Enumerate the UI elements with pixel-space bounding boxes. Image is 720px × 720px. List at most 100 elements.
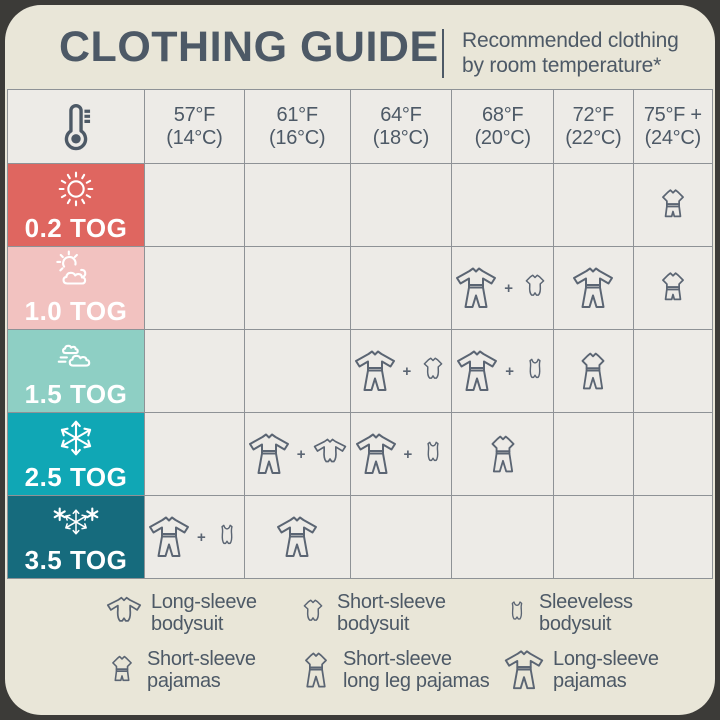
sleeveless-bodysuit-icon [518,354,552,388]
plus-sign: + [402,362,412,380]
clothing-cell: + [145,496,244,578]
temp-celsius: (18°C) [372,126,430,149]
short-sleeve-pajamas-icon [652,267,694,309]
clothing-cell [145,247,244,329]
legend-item-label: Short-sleeve pajamas [147,648,256,692]
clothing-cell [452,164,554,246]
clothing-cell [244,496,350,578]
legend-item-short-sleeve-pajamas: Short-sleeve pajamas [103,648,295,692]
long-sleeve-bodysuit-icon [103,592,145,634]
legend-label-line1: Long-sleeve [151,591,257,613]
legend-label-line1: Sleeveless [539,591,633,613]
sleeveless-bodysuit-icon [416,437,450,471]
long-sleeve-pajamas-icon [352,430,400,478]
legend-label-line1: Short-sleeve [337,591,446,613]
clothing-cell [244,247,350,329]
clothing-cell: + [452,247,554,329]
clothing-cell: + [244,413,350,495]
clothing-cell [554,496,633,578]
long-sleeve-bodysuit-icon [310,434,350,474]
temperature-corner-cell [8,90,144,163]
temp-celsius: (14°C) [166,126,223,149]
sleeveless-bodysuit-icon [501,597,533,629]
clothing-cell [633,496,712,578]
short-sleeve-long-leg-pajamas-icon [571,349,615,393]
tog-row-header-2.5: 2.5 TOG [8,413,144,495]
long-sleeve-pajamas-icon [145,513,193,561]
snowflake-icon [53,415,99,461]
clothing-cell [145,164,244,246]
long-sleeve-pajamas-icon [245,430,293,478]
legend-item-label: Short-sleeve long leg pajamas [343,648,490,692]
long-sleeve-pajamas-icon [569,264,617,312]
legend-item-label: Long-sleeve bodysuit [151,591,257,635]
legend-label-line2: pajamas [147,670,221,692]
long-sleeve-pajamas-icon [351,347,399,395]
clothing-cell: + [452,330,554,412]
temp-celsius: (24°C) [644,126,702,149]
legend-label-line1: Long-sleeve [553,648,659,670]
clothing-cell [350,496,452,578]
legend: Long-sleeve bodysuit Short-sleeve bodysuit S… [5,591,715,705]
temp-fahrenheit: 57°F [173,103,216,126]
legend-label-line2: bodysuit [151,613,224,635]
sun-icon [53,166,99,212]
clothing-cell [350,164,452,246]
snowflakes-icon [53,498,99,544]
clothing-cell [244,330,350,412]
plus-sign: + [504,279,514,297]
wind-cloud-icon [53,332,99,378]
long-sleeve-pajamas-icon [273,513,321,561]
short-sleeve-pajamas-icon [103,651,141,689]
legend-item-short-sleeve-long-leg-pajamas: Short-sleeve long leg pajamas [295,648,501,692]
tog-label: 0.2 TOG [24,213,128,243]
long-sleeve-pajamas-icon [501,647,547,693]
long-sleeve-pajamas-icon [452,264,500,312]
tog-row-header-3.5: 3.5 TOG [8,496,144,578]
clothing-cell [350,247,452,329]
clothing-cell [452,413,554,495]
plus-sign: + [197,528,206,546]
short-sleeve-long-leg-pajamas-icon [295,649,337,691]
temp-fahrenheit: 68°F [482,103,524,126]
tog-label: 2.5 TOG [24,462,128,492]
temp-fahrenheit: 61°F [276,103,319,126]
temp-header-57F: 57°F (14°C) [145,90,244,163]
legend-item-label: Sleeveless bodysuit [539,591,633,635]
temp-fahrenheit: 72°F [572,103,615,126]
temp-celsius: (16°C) [269,126,326,149]
temp-fahrenheit: 75°F + [643,103,702,126]
legend-item-long-sleeve-bodysuit: Long-sleeve bodysuit [103,591,295,635]
clothing-cell [633,164,712,246]
legend-item-label: Short-sleeve bodysuit [337,591,446,635]
legend-row: Long-sleeve bodysuit Short-sleeve bodysuit S… [5,591,715,635]
tog-row-header-1.5: 1.5 TOG [8,330,144,412]
legend-item-short-sleeve-bodysuit: Short-sleeve bodysuit [295,591,501,635]
clothing-cell: + [350,413,452,495]
legend-label-line1: Short-sleeve [147,648,256,670]
clothing-cell [145,330,244,412]
short-sleeve-long-leg-pajamas-icon [481,432,525,476]
tog-row-header-1.0: 1.0 TOG [8,247,144,329]
temp-fahrenheit: 64°F [380,103,422,126]
tog-row-header-0.2: 0.2 TOG [8,164,144,246]
clothing-guide-card: CLOTHING GUIDE Recommended clothing by r… [5,5,715,715]
short-sleeve-bodysuit-icon [295,595,331,631]
legend-row: Short-sleeve pajamas Short-sleeve long leg … [5,647,715,693]
legend-label-line2: pajamas [553,670,627,692]
long-sleeve-pajamas-icon [453,347,501,395]
clothing-cell [633,247,712,329]
temp-celsius: (22°C) [565,126,622,149]
header-divider [442,29,444,78]
legend-item-label: Long-sleeve pajamas [553,648,659,692]
plus-sign: + [296,445,306,463]
legend-label-line2: bodysuit [539,613,612,635]
legend-label-line2: bodysuit [337,613,410,635]
clothing-cell [554,330,633,412]
plus-sign: + [505,362,515,380]
plus-sign: + [403,445,413,463]
clothing-cell [633,413,712,495]
tog-label: 3.5 TOG [24,545,128,575]
sleeveless-bodysuit-icon [210,520,244,554]
clothing-cell [145,413,244,495]
